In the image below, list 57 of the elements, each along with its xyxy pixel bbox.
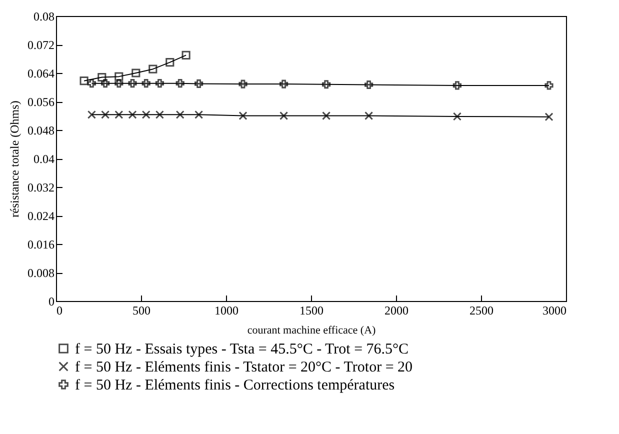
y-axis-title: résistance totale (Ohms)	[8, 100, 22, 218]
x-tick-label: 500	[132, 304, 150, 318]
point	[544, 112, 554, 122]
point	[176, 79, 184, 88]
legend-label: f = 50 Hz - Eléments finis - Tstator = 20°C - Trotor = 20	[75, 360, 413, 376]
point	[98, 72, 106, 82]
x-tick-label: 2000	[384, 304, 408, 318]
point	[101, 110, 110, 119]
y-tick-label: 0.072	[28, 38, 54, 52]
point	[452, 112, 462, 121]
point	[280, 80, 288, 88]
y-tick-label: 0.064	[28, 66, 54, 80]
y-tick-label: 0.08	[34, 10, 54, 24]
point	[364, 111, 374, 120]
legend-label: f = 50 Hz - Essais types - Tsta = 45.5°C - Trot = 76.5°C	[75, 342, 409, 358]
x-axis-title: courant machine efficace (A)	[247, 324, 376, 336]
point	[194, 79, 204, 88]
point	[87, 110, 96, 119]
point	[132, 68, 140, 78]
y-tick-label: 0	[48, 294, 54, 308]
point	[238, 111, 248, 120]
y-tick-label: 0.008	[28, 266, 54, 280]
point	[322, 111, 331, 120]
point	[87, 79, 96, 88]
x-tick-label: 2500	[470, 304, 494, 318]
point	[238, 80, 248, 88]
point	[128, 79, 137, 88]
point	[128, 110, 137, 119]
point	[114, 79, 124, 88]
point	[155, 110, 164, 119]
point	[364, 80, 374, 90]
point	[142, 79, 150, 88]
y-tick-label: 0.056	[28, 95, 54, 109]
point	[101, 79, 110, 88]
point	[322, 80, 331, 89]
y-tick-label: 0.024	[28, 209, 54, 223]
y-tick-label: 0.048	[28, 124, 54, 138]
point	[142, 110, 150, 119]
x-tick-label: 3000	[542, 304, 566, 318]
y-tick-label: 0.04	[34, 152, 54, 166]
point	[80, 76, 88, 86]
x-tick-label: 1500	[300, 304, 324, 318]
y-tick-label: 0.016	[28, 238, 54, 252]
point	[148, 64, 158, 74]
point	[544, 81, 554, 90]
point	[114, 72, 124, 81]
point	[280, 111, 288, 120]
point	[176, 110, 184, 119]
point	[166, 58, 174, 67]
point	[182, 50, 190, 60]
point	[155, 79, 164, 88]
legend-label: f = 50 Hz - Eléments finis - Corrections températures	[75, 378, 395, 394]
point	[114, 110, 124, 119]
y-tick-label: 0.032	[28, 180, 54, 194]
x-tick-label: 1000	[214, 304, 238, 318]
point	[452, 81, 462, 90]
point	[194, 110, 204, 119]
